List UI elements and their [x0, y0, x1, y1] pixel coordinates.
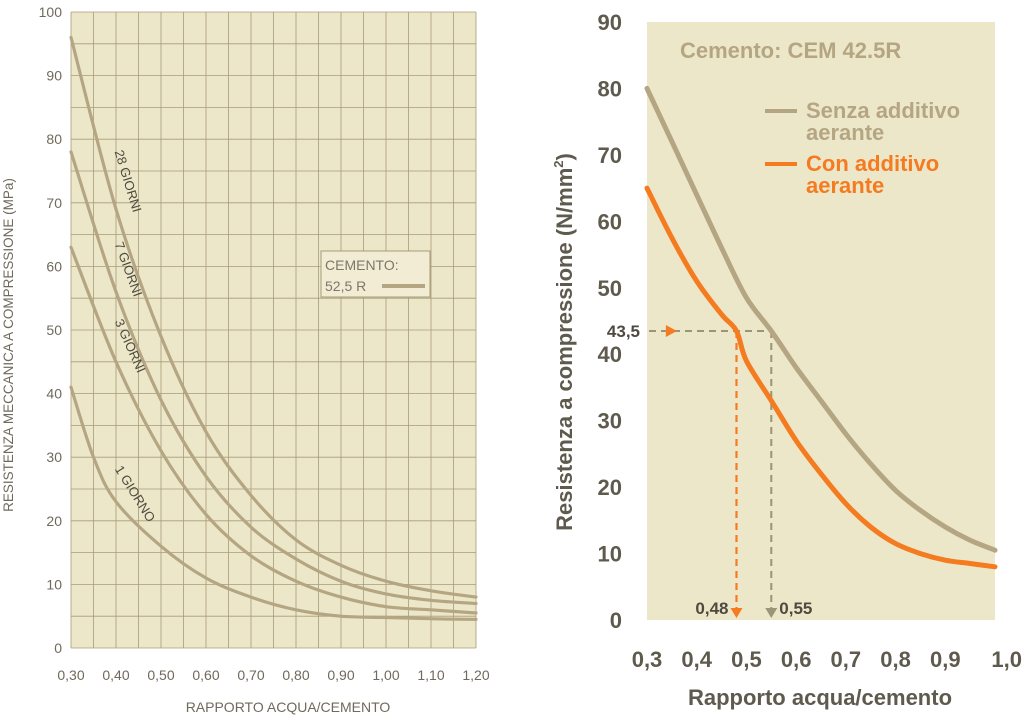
left-x-tick-label: 1,20 — [462, 667, 489, 683]
right-series-con-additivo-aerante — [644, 185, 998, 570]
left-y-tick-label: 90 — [46, 68, 62, 84]
left-series-3-giorni — [69, 245, 478, 615]
left-y-tick-labels: 0 10 20 30 40 50 60 70 80 90 100 — [39, 4, 63, 656]
right-y-tick-label: 40 — [598, 342, 622, 367]
right-x-tick-label: 0,7 — [831, 647, 862, 672]
right-legend-con-line1: Con additivo — [806, 151, 939, 176]
right-x-tick-label: 0,4 — [681, 647, 712, 672]
left-x-tick-label: 1,10 — [417, 667, 444, 683]
right-y-axis-label: Resistenza a compressione (N/mm2) — [551, 153, 577, 531]
left-y-tick-label: 10 — [46, 576, 62, 592]
right-legend: Senza additivo aerante Con additivo aera… — [765, 98, 960, 198]
left-y-tick-label: 60 — [46, 258, 62, 274]
left-y-axis-label: RESISTENZA MECCANICA A COMPRESSIONE (MPa… — [1, 178, 16, 512]
right-y-tick-label: 50 — [598, 276, 622, 301]
left-legend-title: CEMENTO: — [325, 257, 399, 273]
left-x-tick-label: 0,80 — [282, 667, 309, 683]
annotation-0-55: 0,55 — [779, 599, 812, 618]
arrow-43-5 — [665, 324, 677, 337]
left-y-tick-label: 30 — [46, 449, 62, 465]
left-x-tick-label: 0,40 — [102, 667, 129, 683]
right-y-axis-label-close: ) — [552, 153, 577, 160]
right-y-tick-labels: 0 10 20 30 40 50 60 70 80 90 — [598, 10, 622, 633]
right-legend-con-line2: aerante — [806, 173, 884, 198]
left-series — [69, 35, 478, 621]
right-y-tick-label: 0 — [610, 608, 622, 633]
right-guide-lines — [649, 324, 778, 618]
right-x-tick-label: 0,9 — [930, 647, 961, 672]
right-y-tick-label: 70 — [598, 143, 622, 168]
right-y-tick-label: 80 — [598, 76, 622, 101]
right-y-tick-label: 10 — [598, 542, 622, 567]
annotation-0-48: 0,48 — [695, 599, 728, 618]
right-x-tick-label: 1,0 — [991, 647, 1022, 672]
right-legend-senza-line1: Senza additivo — [806, 98, 960, 123]
right-series — [644, 85, 998, 570]
arrow-0-55 — [765, 608, 778, 618]
right-y-tick-label: 90 — [598, 10, 622, 35]
left-series-7-giorni — [69, 150, 478, 606]
right-x-tick-label: 0,3 — [632, 647, 663, 672]
right-x-axis-label: Rapporto acqua/cemento — [688, 685, 952, 710]
left-legend: CEMENTO: 52,5 R — [320, 250, 431, 298]
right-y-axis-label-sup: 2 — [551, 160, 566, 167]
annotation-43-5: 43,5 — [607, 322, 640, 341]
left-y-tick-label: 100 — [39, 4, 63, 20]
right-chart-title: Cemento: CEM 42.5R — [680, 38, 901, 63]
left-x-tick-labels: 0,30 0,40 0,50 0,60 0,70 0,80 0,90 1,00 1,10 1,20 — [57, 667, 489, 683]
right-y-axis-label-main: Resistenza a compressione (N/mm — [552, 168, 577, 531]
left-y-tick-label: 0 — [54, 640, 62, 656]
left-x-tick-label: 0,30 — [57, 667, 84, 683]
right-x-tick-label: 0,5 — [731, 647, 762, 672]
right-y-tick-label: 60 — [598, 209, 622, 234]
left-series-28-giorni — [69, 35, 478, 599]
left-y-tick-label: 80 — [46, 131, 62, 147]
left-x-axis-label: RAPPORTO ACQUA/CEMENTO — [186, 699, 391, 715]
left-legend-entry: 52,5 R — [325, 278, 366, 294]
left-y-tick-label: 70 — [46, 195, 62, 211]
left-x-tick-label: 0,90 — [327, 667, 354, 683]
arrow-0-48 — [730, 608, 743, 618]
left-legend-box — [320, 250, 431, 298]
left-grid — [70, 11, 477, 649]
left-x-tick-label: 0,50 — [147, 667, 174, 683]
right-x-tick-label: 0,8 — [880, 647, 911, 672]
left-x-tick-label: 1,00 — [372, 667, 399, 683]
left-y-tick-label: 20 — [46, 513, 62, 529]
right-y-tick-label: 30 — [598, 409, 622, 434]
left-y-tick-label: 40 — [46, 386, 62, 402]
left-x-tick-label: 0,70 — [237, 667, 264, 683]
right-legend-senza-line2: aerante — [806, 120, 884, 145]
right-x-tick-labels: 0,3 0,4 0,5 0,6 0,7 0,8 0,9 1,0 — [632, 647, 1022, 672]
left-series-1-giorno — [69, 385, 478, 621]
left-x-tick-label: 0,60 — [192, 667, 219, 683]
right-series-senza-additivo-aerante — [644, 85, 998, 553]
left-y-tick-label: 50 — [46, 322, 62, 338]
right-x-tick-label: 0,6 — [781, 647, 812, 672]
right-y-tick-label: 20 — [598, 475, 622, 500]
